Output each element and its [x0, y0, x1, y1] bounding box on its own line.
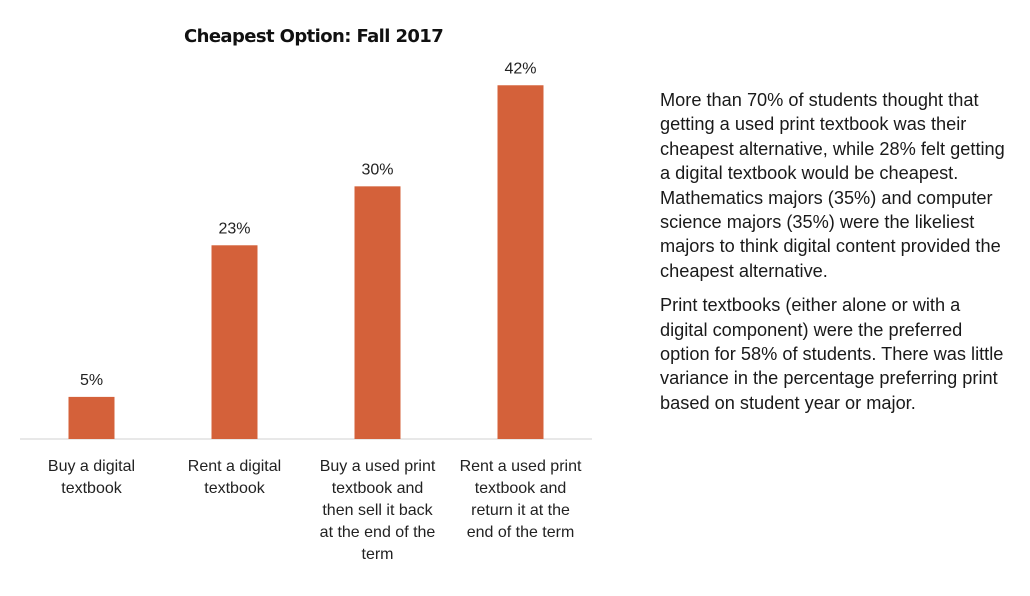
bar-1 — [68, 396, 115, 439]
description-paragraph-2: Print textbooks (either alone or with a … — [660, 295, 1004, 413]
description-paragraph-1: More than 70% of students thought that g… — [660, 90, 1005, 281]
chart-title: Cheapest Option: Fall 2017 — [184, 26, 444, 47]
data-label-3: 30% — [361, 161, 393, 178]
category-label-3: Buy a used print textbook and then sell it… — [320, 458, 436, 563]
bar-chart: 5% Buy a digital textbook 23% Rent a digital… — [20, 60, 592, 563]
bar-4 — [497, 85, 544, 440]
category-label-4: Rent a used print textbook and return it a… — [460, 458, 582, 541]
bar-2 — [211, 245, 258, 439]
category-label-2: Rent a digital textbook — [188, 458, 281, 497]
category-label-1: Buy a digital textbook — [48, 458, 135, 497]
description-panel: More than 70% of students thought that g… — [660, 88, 1012, 425]
data-label-4: 42% — [504, 60, 536, 77]
data-label-1: 5% — [80, 372, 103, 389]
bar-3 — [354, 186, 401, 439]
data-label-2: 23% — [218, 220, 250, 237]
